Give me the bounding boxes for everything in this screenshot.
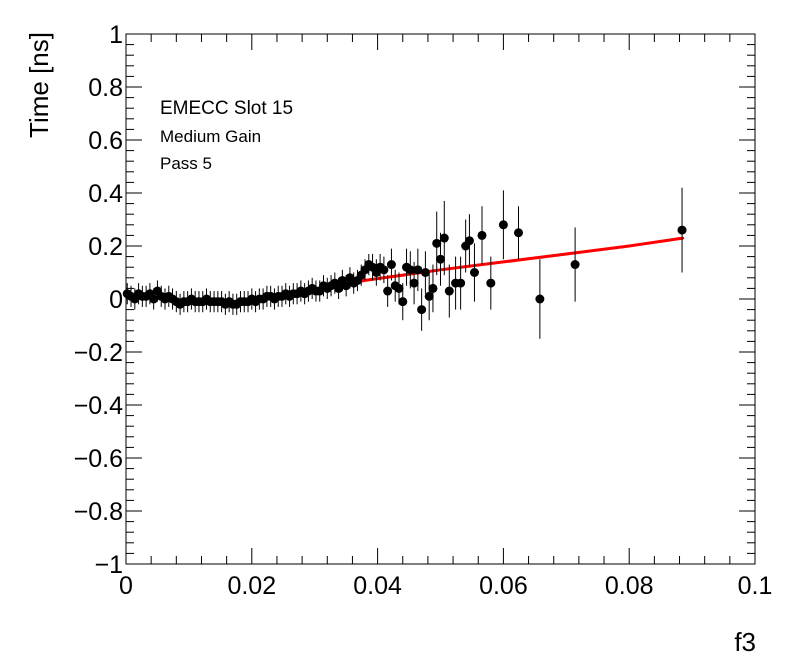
- data-point: [461, 219, 471, 273]
- point-marker: [405, 265, 415, 275]
- point-marker: [379, 265, 389, 275]
- point-marker: [149, 294, 159, 304]
- x-tick-label: 0.1: [738, 572, 773, 600]
- x-axis-title: f3: [734, 627, 756, 657]
- y-tick-label: −0.4: [74, 392, 123, 420]
- point-marker: [394, 283, 404, 293]
- x-tick-label: 0.06: [479, 572, 528, 600]
- point-marker: [436, 254, 445, 264]
- annotation-line-2: Medium Gain: [160, 127, 261, 146]
- data-point: [432, 211, 442, 276]
- point-marker: [570, 260, 580, 270]
- y-tick-label: −0.2: [74, 339, 123, 367]
- annotation-line-3: Pass 5: [160, 154, 212, 173]
- x-tick-label: 0: [119, 572, 133, 600]
- y-tick-label: 1: [109, 21, 123, 49]
- point-marker: [432, 238, 442, 248]
- data-point: [420, 251, 430, 294]
- y-tick-label: 0.6: [88, 127, 123, 155]
- data-point: [439, 200, 449, 276]
- point-marker: [383, 286, 393, 296]
- point-marker: [424, 291, 434, 301]
- annotation-line-1: EMECC Slot 15: [160, 98, 293, 119]
- data-point: [379, 256, 389, 284]
- data-point: [428, 264, 438, 313]
- data-point: [498, 190, 508, 260]
- data-point: [436, 232, 445, 286]
- data-point: [677, 187, 687, 273]
- data-point: [156, 285, 166, 307]
- point-marker: [413, 265, 423, 275]
- data-point: [486, 256, 496, 310]
- data-point: [535, 259, 545, 339]
- data-point: [409, 261, 419, 305]
- data-point: [444, 264, 454, 318]
- point-marker: [417, 305, 427, 315]
- data-point: [417, 288, 427, 331]
- point-marker: [477, 230, 487, 240]
- data-point: [394, 272, 404, 305]
- data-point: [477, 206, 487, 265]
- y-tick-label: −0.8: [74, 498, 123, 526]
- point-marker: [469, 268, 479, 277]
- point-marker: [409, 278, 419, 288]
- data-point: [570, 227, 580, 302]
- data-point: [469, 243, 479, 302]
- tick-labels: 0 0.02 0.04 0.06 0.08 0.1 −1 −0.8 −0.6 −0.4 −0.2 0 0…: [74, 21, 773, 600]
- point-marker: [428, 283, 438, 293]
- point-marker: [341, 281, 351, 291]
- y-tick-label: 0.2: [88, 233, 123, 261]
- y-tick-label: −1: [94, 551, 123, 579]
- y-tick-label: 0.8: [88, 74, 123, 102]
- y-tick-label: 0: [109, 286, 123, 314]
- point-marker: [677, 225, 687, 235]
- point-marker: [398, 297, 408, 307]
- y-tick-label: −0.6: [74, 445, 123, 473]
- data-point: [513, 206, 523, 260]
- data-point: [456, 256, 466, 310]
- point-marker: [439, 233, 449, 243]
- data-point: [413, 248, 423, 292]
- point-marker: [535, 294, 545, 304]
- data-point: [383, 275, 393, 307]
- x-tick-label: 0.08: [605, 572, 654, 600]
- y-tick-label: 0.4: [88, 180, 123, 208]
- point-marker: [386, 260, 396, 270]
- point-marker: [456, 278, 466, 288]
- x-tick-label: 0.02: [227, 572, 276, 600]
- data-point: [398, 283, 408, 321]
- data-point: [424, 272, 434, 321]
- point-marker: [498, 220, 508, 230]
- point-marker: [513, 228, 523, 238]
- data-point: [464, 214, 474, 268]
- data-point: [386, 248, 396, 281]
- point-marker: [486, 278, 496, 288]
- point-marker: [444, 286, 454, 296]
- point-marker: [334, 283, 344, 293]
- point-marker: [464, 236, 474, 246]
- x-tick-label: 0.04: [353, 572, 402, 600]
- tick-marks: [125, 33, 756, 565]
- data-points-layer: [122, 187, 687, 339]
- point-marker: [420, 268, 430, 277]
- y-axis-title: Time [ns]: [24, 32, 54, 138]
